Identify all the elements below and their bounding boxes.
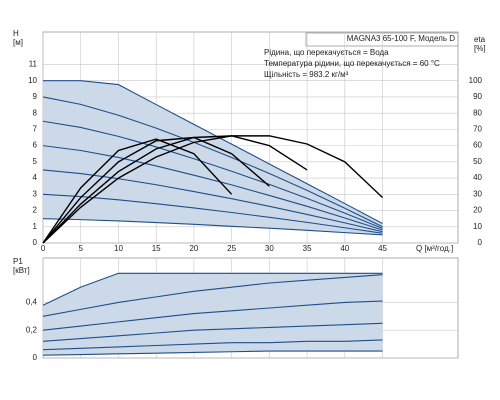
y-tick-label: 4 [33,173,38,182]
x-tick-label: 20 [189,244,198,253]
y2-tick-label: 50 [473,157,482,166]
y-tick-label: 7 [33,124,38,133]
annotation: Рідина, що перекачується = Вода [264,48,389,57]
performance-curve [42,193,383,234]
y2-tick-label: 0 [478,238,483,247]
y2-tick-label: 100 [469,76,483,85]
performance-curve [42,169,383,233]
performance-curve [42,145,383,231]
y-axis-label: [кВт] [13,266,30,275]
performance-curve [42,300,383,331]
performance-curve [42,218,383,236]
y-tick-label: 9 [33,92,38,101]
y2-tick-label: 60 [473,141,482,150]
chart-title: MAGNA3 65-100 F, Модель D [347,34,456,43]
y-tick-label: 0,2 [26,325,38,334]
annotation: Щільність = 983.2 кг/м³ [264,70,349,79]
y-tick-label: 3 [33,189,38,198]
performance-curve [42,350,383,356]
y-tick-label: 1 [33,222,38,231]
performance-curve [42,322,383,342]
y-axis-label: H [13,29,19,38]
y2-axis-label: [%] [474,44,486,53]
x-tick-label: 5 [79,244,84,253]
x-tick-label: 10 [114,244,123,253]
efficiency-curve [42,135,384,244]
y2-tick-label: 40 [473,173,482,182]
x-tick-label: 25 [227,244,236,253]
y2-tick-label: 10 [473,222,482,231]
y2-tick-label: 70 [473,124,482,133]
y-tick-label: 6 [33,141,38,150]
efficiency-curve [42,135,308,244]
y2-tick-label: 20 [473,206,482,215]
x-tick-label: 15 [152,244,161,253]
y-axis-label: P1 [13,257,23,266]
performance-curve [42,339,383,351]
y2-tick-label: 90 [473,92,482,101]
x-axis-label: Q [м³/год.] [416,244,453,253]
performance-curve [42,274,383,317]
x-tick-label: 45 [378,244,387,253]
efficiency-curve [42,136,270,244]
annotation: Температура рідини, що перекачується = 6… [264,59,440,68]
x-tick-label: 30 [265,244,274,253]
x-tick-label: 35 [303,244,312,253]
y-tick-label: 0 [33,353,38,362]
y-tick-label: 0,4 [26,298,38,307]
title-box [305,32,459,47]
performance-curve [42,120,383,229]
y2-axis-label: eta [474,35,486,44]
y2-tick-label: 30 [473,189,482,198]
efficiency-curve [42,138,233,244]
operating-area [43,80,383,235]
y-tick-label: 10 [28,76,37,85]
x-tick-label: 0 [41,244,46,253]
performance-curve [43,80,383,225]
y-tick-label: 11 [29,60,38,69]
y-axis-label: [м] [13,38,23,47]
y-tick-label: 8 [33,108,38,117]
y2-tick-label: 80 [473,108,482,117]
x-tick-label: 40 [340,244,349,253]
y-tick-label: 0 [33,238,38,247]
y-tick-label: 5 [33,157,38,166]
performance-curve [42,96,383,228]
performance-curve [42,272,383,306]
y-tick-label: 2 [33,206,38,215]
